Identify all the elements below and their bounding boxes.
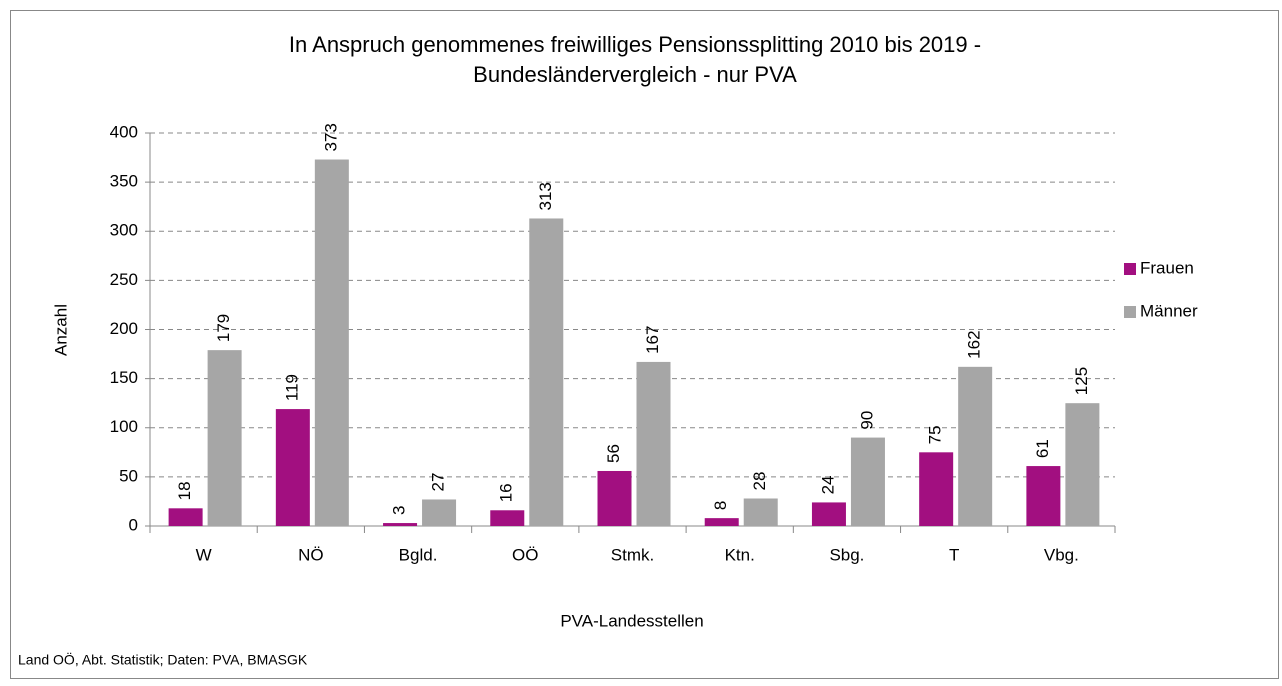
bar xyxy=(919,452,954,526)
bar xyxy=(850,437,885,526)
legend-label: Frauen xyxy=(1140,258,1194,277)
data-label: 56 xyxy=(604,444,623,463)
bar xyxy=(168,508,203,526)
x-tick-label: W xyxy=(196,545,212,564)
bar xyxy=(383,523,418,526)
x-tick-label: Sbg. xyxy=(829,545,864,564)
data-label: 18 xyxy=(175,481,194,500)
data-label: 119 xyxy=(282,374,301,401)
data-label: 179 xyxy=(214,314,233,342)
x-tick-label: NÖ xyxy=(298,545,324,564)
bar xyxy=(490,510,525,526)
x-tick-label: Ktn. xyxy=(725,545,755,564)
bar xyxy=(636,361,671,526)
x-tick-label: OÖ xyxy=(512,545,538,564)
data-label: 373 xyxy=(321,123,340,151)
data-label: 162 xyxy=(965,330,984,358)
bar xyxy=(529,218,564,527)
data-label: 16 xyxy=(497,483,516,502)
data-label: 313 xyxy=(536,182,555,210)
chart-title: Bundesländervergleich - nur PVA xyxy=(473,62,797,87)
y-tick-label: 350 xyxy=(110,172,138,191)
bar xyxy=(811,502,846,526)
data-label: 28 xyxy=(750,472,769,491)
bar xyxy=(1065,403,1100,526)
data-label: 61 xyxy=(1033,439,1052,458)
bar xyxy=(704,518,739,526)
data-label: 90 xyxy=(857,411,876,430)
y-tick-label: 150 xyxy=(110,368,138,387)
data-label: 24 xyxy=(818,475,837,494)
y-tick-label: 300 xyxy=(110,221,138,240)
chart-frame xyxy=(10,10,1279,679)
x-axis-label: PVA-Landesstellen xyxy=(560,611,703,630)
y-tick-label: 200 xyxy=(110,319,138,338)
bar xyxy=(1026,466,1061,526)
bar xyxy=(314,159,349,526)
legend-swatch xyxy=(1124,263,1136,275)
y-tick-label: 100 xyxy=(110,417,138,436)
bar xyxy=(597,470,632,526)
bar xyxy=(743,498,778,526)
source-note: Land OÖ, Abt. Statistik; Daten: PVA, BMA… xyxy=(18,651,308,668)
y-tick-label: 250 xyxy=(110,270,138,289)
y-tick-label: 400 xyxy=(110,122,138,141)
bar xyxy=(422,499,457,526)
x-tick-label: Vbg. xyxy=(1044,545,1079,564)
chart-title: In Anspruch genommenes freiwilliges Pens… xyxy=(289,32,981,57)
data-label: 8 xyxy=(711,501,730,510)
data-label: 3 xyxy=(390,506,409,515)
bar xyxy=(275,409,310,526)
y-axis-label: Anzahl xyxy=(51,304,70,356)
legend-swatch xyxy=(1124,306,1136,318)
x-tick-label: Bgld. xyxy=(399,545,438,564)
data-label: 125 xyxy=(1072,367,1091,395)
data-label: 167 xyxy=(643,326,662,354)
bar xyxy=(207,350,242,526)
x-tick-label: Stmk. xyxy=(611,545,654,564)
y-tick-label: 50 xyxy=(119,466,138,485)
legend-label: Männer xyxy=(1140,301,1198,320)
bar xyxy=(958,366,993,526)
data-label: 27 xyxy=(429,473,448,492)
data-label: 75 xyxy=(926,425,945,444)
x-tick-label: T xyxy=(949,545,959,564)
y-tick-label: 0 xyxy=(129,515,138,534)
